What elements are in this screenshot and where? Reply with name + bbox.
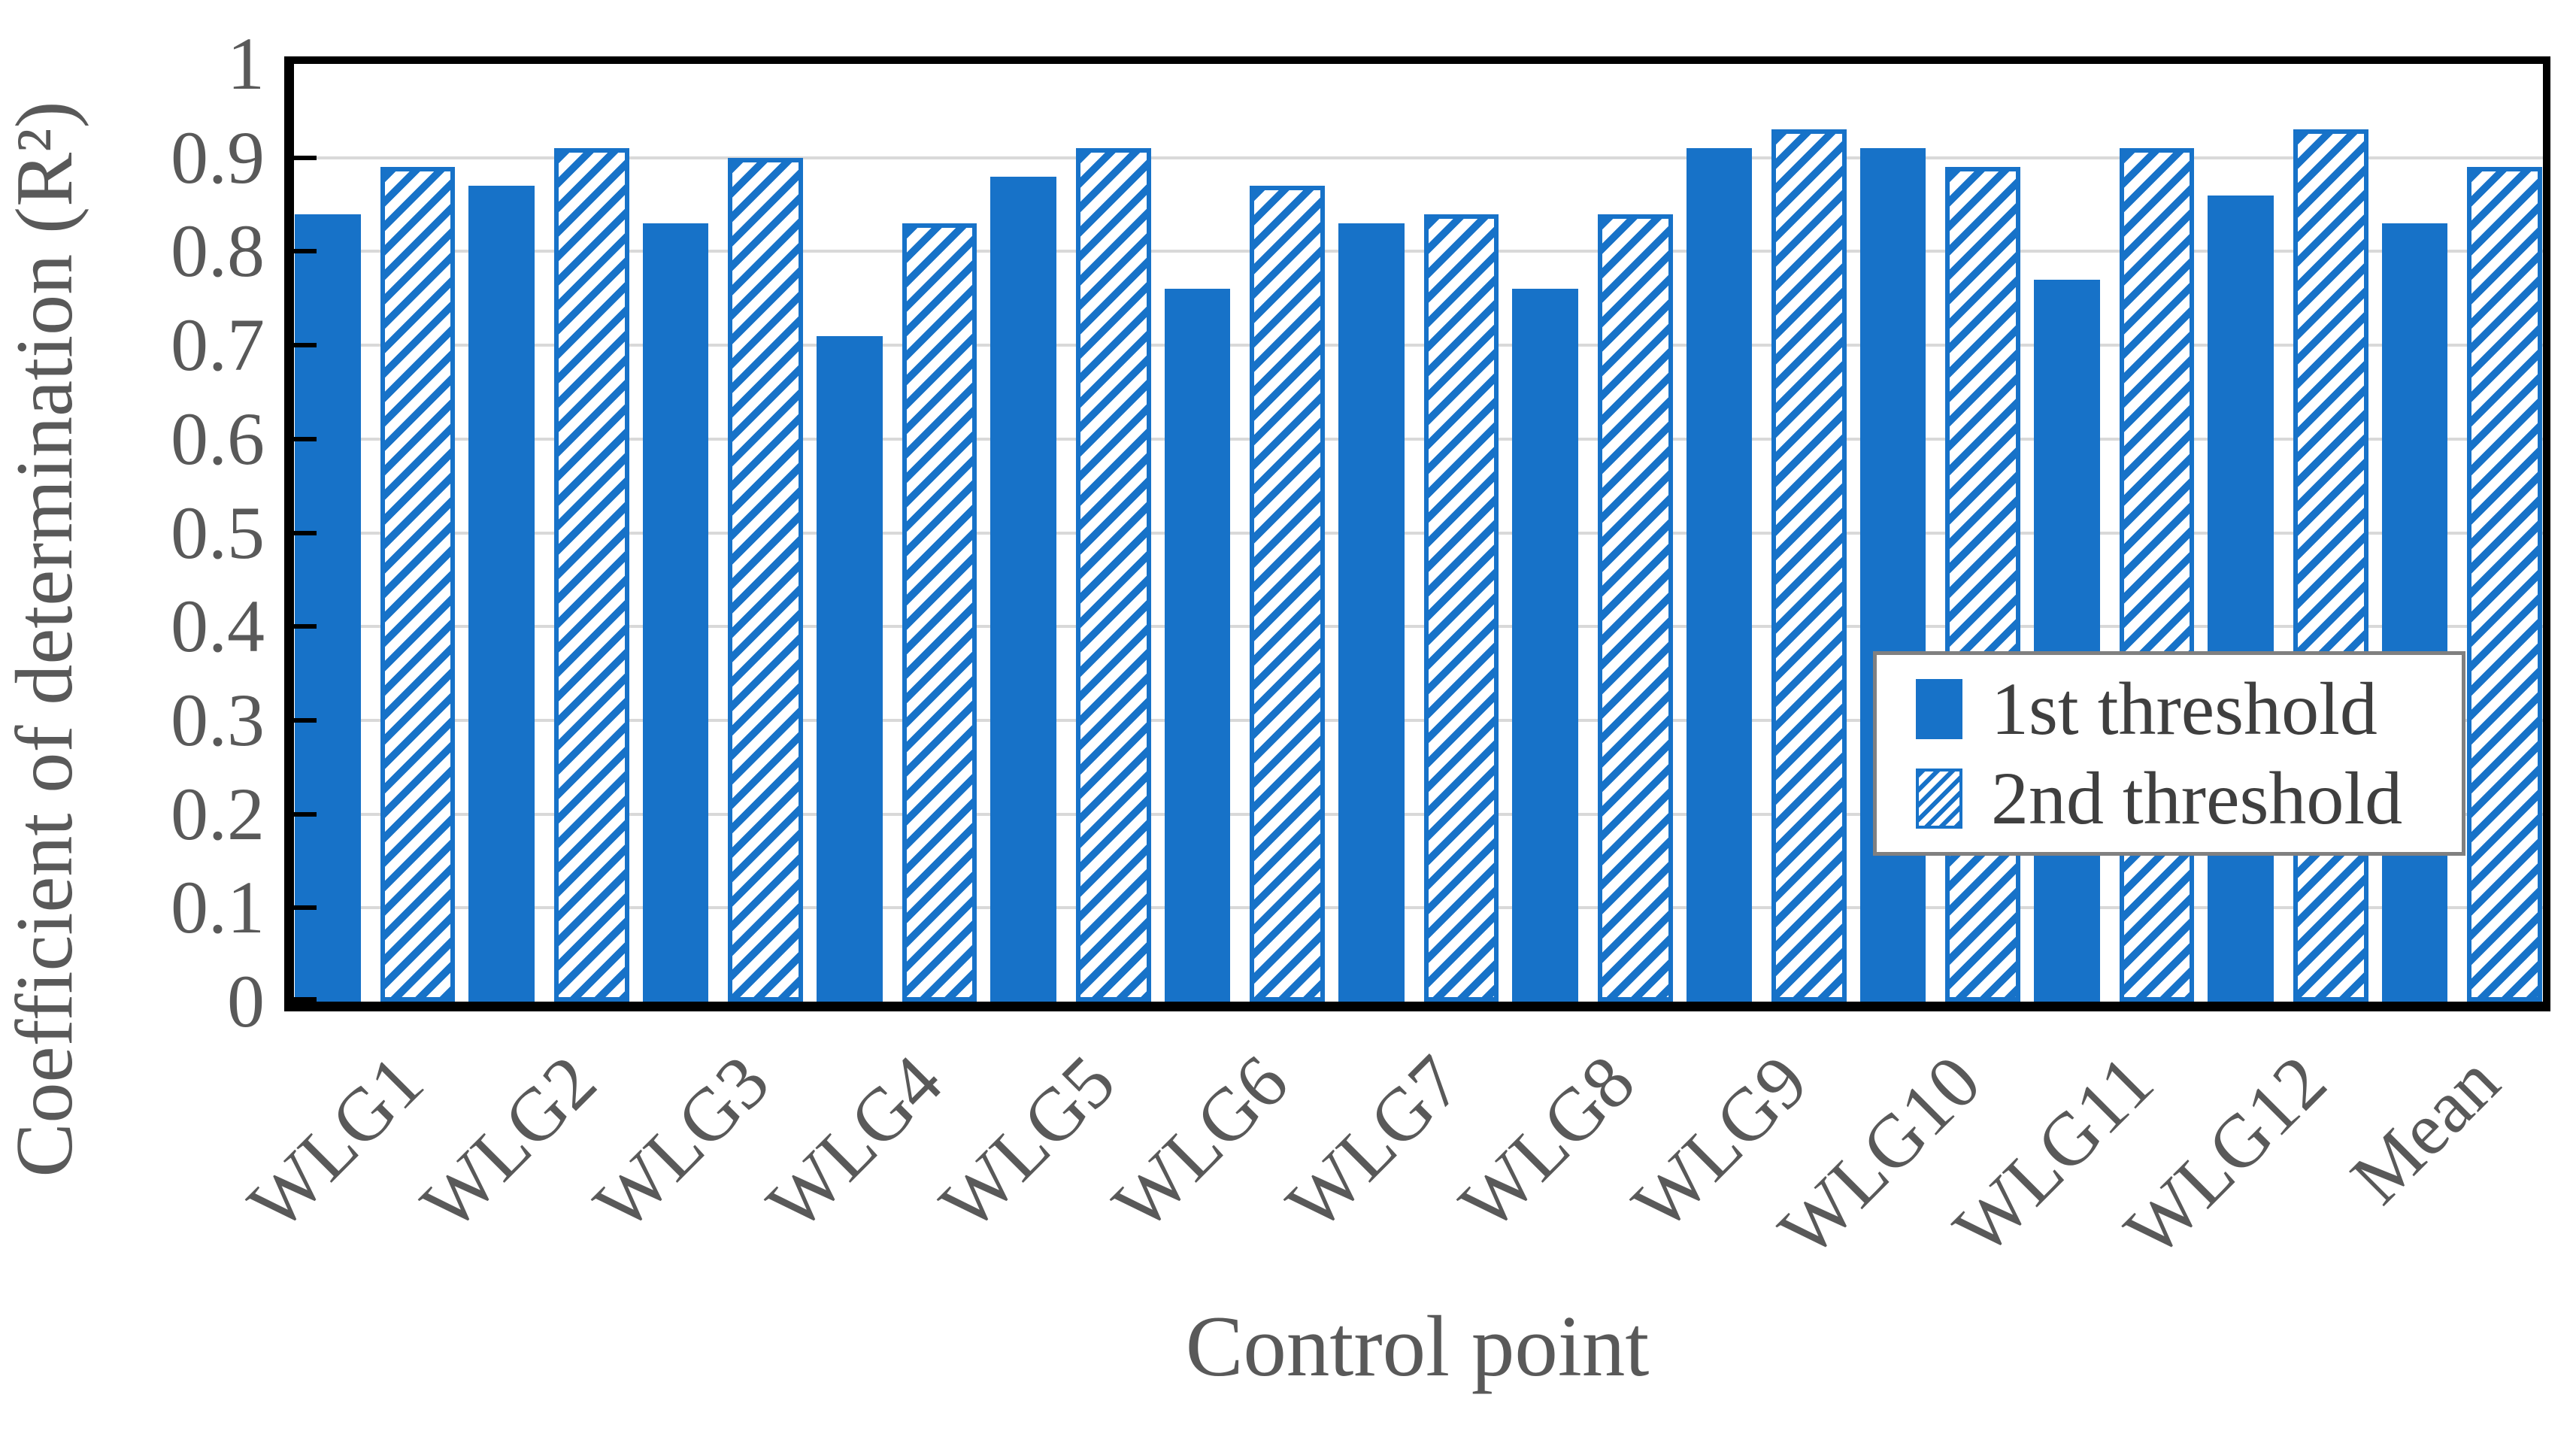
y-tick-label-0.6: 0.6 [171,396,265,481]
bar-wlg9-1st-threshold [1686,148,1753,1002]
bar-wlg2-1st-threshold [468,186,535,1002]
bar-wlg4-1st-threshold [816,335,883,1002]
x-axis-title: Control point [1185,1299,1650,1394]
y-tick-mark-0.5 [294,530,317,535]
bar-group-wlg6 [1158,64,1332,1002]
bar-group-wlg7 [1332,64,1505,1002]
bar-wlg12-1st-threshold [2208,195,2274,1002]
gridline-0.7 [294,344,2543,347]
y-tick-label-0: 0 [227,960,265,1043]
y-tick-label-0.5: 0.5 [171,490,265,575]
bar-wlg5-2nd-threshold [1075,148,1151,1002]
bar-wlg7-2nd-threshold [1423,214,1499,1002]
legend-swatch-solid-icon [1916,678,1962,739]
y-tick-mark-0.1 [294,905,317,911]
bar-group-wlg9 [1680,64,1853,1002]
y-tick-label-1: 1 [227,22,265,105]
bar-group-wlg1 [294,64,462,1002]
bar-group-wlg4 [810,64,983,1002]
bar-group-wlg2 [462,64,635,1002]
y-tick-mark-0.7 [294,343,317,348]
bar-wlg7-1st-threshold [1338,223,1405,1002]
bar-wlg3-1st-threshold [642,223,709,1002]
gridline-0.5 [294,531,2543,535]
gridline-0.2 [294,812,2543,816]
bar-wlg12-2nd-threshold [2293,129,2368,1002]
bar-group-wlg10 [1853,64,2027,1002]
legend-label-1st-threshold: 1st threshold [1991,667,2377,750]
legend-label-2nd-threshold: 2nd threshold [1991,756,2403,840]
bar-wlg6-1st-threshold [1164,289,1231,1002]
gridline-0.6 [294,437,2543,441]
gridline-0.9 [294,156,2543,159]
bar-wlg2-2nd-threshold [553,148,629,1002]
bar-mean-1st-threshold [2381,223,2448,1002]
gridline-0.8 [294,250,2543,253]
y-tick-label-0.3: 0.3 [171,678,265,762]
bar-wlg6-2nd-threshold [1250,186,1325,1002]
y-tick-mark-0.6 [294,436,317,441]
bar-group-wlg11 [2027,64,2201,1002]
bar-wlg10-2nd-threshold [1945,167,2021,1002]
bar-wlg8-2nd-threshold [1597,214,1673,1002]
y-tick-mark-0 [294,997,317,1002]
bar-wlg11-2nd-threshold [2119,148,2195,1002]
bar-group-mean [2375,64,2543,1002]
y-tick-mark-0.4 [294,624,317,629]
gridline-0.4 [294,625,2543,629]
y-tick-label-0.2: 0.2 [171,772,265,856]
y-tick-label-0.1: 0.1 [171,866,265,950]
bar-wlg1-1st-threshold [295,214,361,1002]
bar-wlg1-2nd-threshold [380,167,456,1002]
y-tick-mark-0.3 [294,717,317,723]
y-tick-mark-0.8 [294,249,317,254]
bar-wlg3-2nd-threshold [728,157,803,1002]
bars-container [294,64,2543,1002]
bar-group-wlg5 [983,64,1157,1002]
plot-area: 1st threshold 2nd threshold [284,56,2550,1011]
bar-wlg10-1st-threshold [1859,148,1926,1002]
y-tick-mark-0.2 [294,811,317,817]
legend-row-1st-threshold: 1st threshold [1877,665,2462,752]
bar-wlg11-1st-threshold [2034,279,2100,1002]
y-tick-label-0.9: 0.9 [171,115,265,199]
bar-group-wlg8 [1505,64,1679,1002]
y-tick-label-0.8: 0.8 [171,209,265,293]
legend: 1st threshold 2nd threshold [1873,651,2465,856]
gridline-0.3 [294,718,2543,722]
bar-wlg4-2nd-threshold [902,223,977,1002]
y-tick-label-0.7: 0.7 [171,303,265,387]
legend-swatch-hatched-icon [1916,768,1962,829]
bar-group-wlg12 [2201,64,2374,1002]
legend-row-2nd-threshold: 2nd threshold [1877,755,2462,841]
bar-wlg9-2nd-threshold [1771,129,1847,1002]
bar-wlg5-1st-threshold [990,176,1056,1002]
bar-group-wlg3 [636,64,810,1002]
y-tick-mark-0.9 [294,155,317,160]
gridline-0.1 [294,906,2543,910]
y-tick-label-0.4: 0.4 [171,584,265,668]
bar-mean-2nd-threshold [2467,167,2543,1002]
bar-wlg8-1st-threshold [1512,289,1578,1002]
